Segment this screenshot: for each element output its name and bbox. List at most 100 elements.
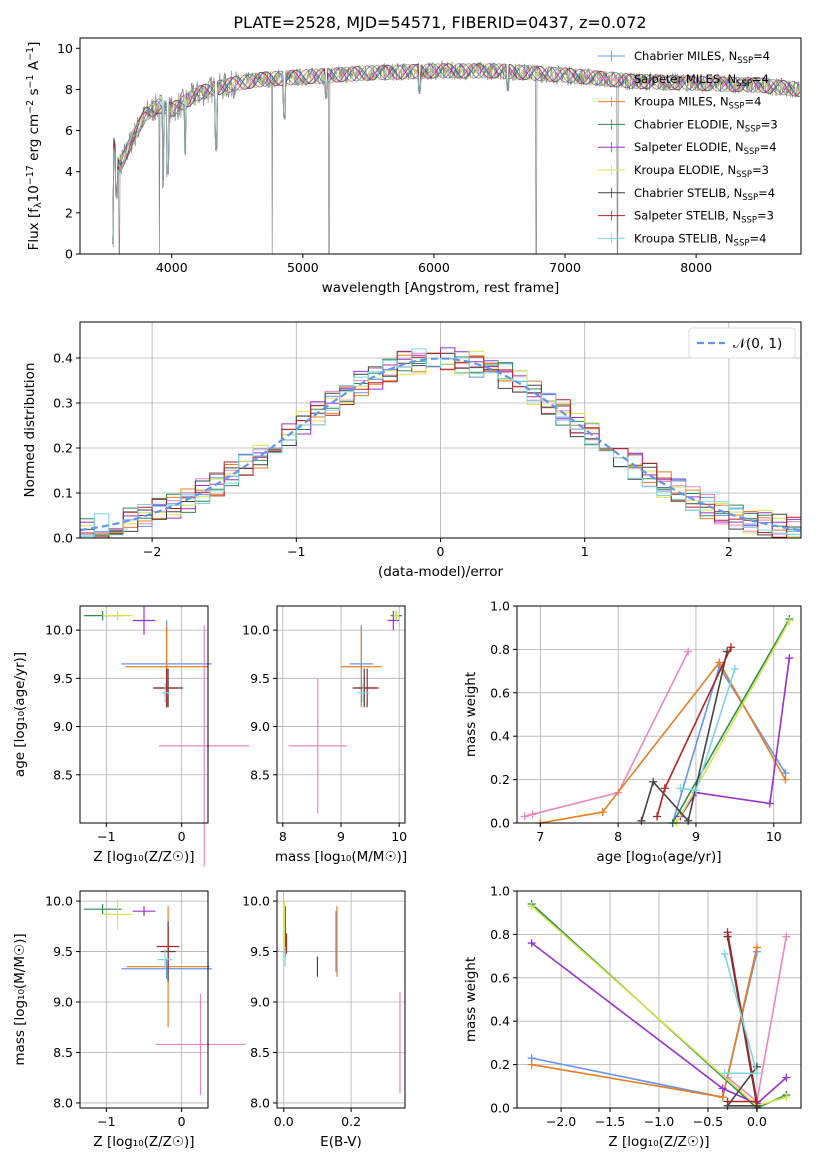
axes-frame — [79, 37, 802, 255]
y-tick-label: 0.8 — [490, 642, 510, 657]
y-label-part: −2 — [25, 100, 36, 114]
legend-subscript: SSP — [729, 102, 745, 112]
legend-nssp: =3 — [752, 163, 769, 177]
legend-entry-3: Chabrier ELODIE, NSSP=3 — [634, 117, 778, 134]
x-tick-label: 0.0 — [274, 1114, 294, 1129]
legend-nssp: =4 — [744, 95, 761, 109]
legend-entry-7: Salpeter STELIB, NSSP=3 — [634, 209, 774, 226]
axes-age-vs-mass: 8 9 10 8.5 9.0 9.5 10.0 mass [log₁₀(M/M☉)] — [242, 605, 407, 865]
axes-frame — [79, 890, 209, 1109]
point-marker-6 — [649, 777, 658, 786]
legend-entry-5: Kroupa ELODIE, NSSP=3 — [634, 163, 769, 180]
y-label-part: −17 — [25, 165, 36, 185]
y-tick-label: 0.3 — [53, 396, 73, 411]
point-marker-4 — [785, 654, 794, 663]
legend-nssp: =4 — [760, 140, 777, 154]
point-marker-1 — [520, 812, 529, 821]
x-tick-label: 10 — [766, 829, 782, 844]
x-tick-label: 8000 — [680, 260, 712, 275]
legend-label: 𝒩(0, 1) — [733, 336, 782, 352]
point-marker-2 — [781, 775, 790, 784]
x-tick-label: −1 — [287, 544, 305, 559]
point-marker-7 — [653, 812, 662, 821]
x-tick-label: −1.5 — [595, 1114, 625, 1129]
legend-subscript: SSP — [736, 79, 752, 89]
axes-frame — [516, 605, 802, 824]
y-tick-label: 0.6 — [490, 970, 510, 985]
y-tick-label: 9.5 — [250, 944, 270, 959]
legend-nssp: =4 — [752, 72, 769, 86]
point-marker-7 — [723, 928, 732, 937]
x-tick-label: 0.2 — [341, 1114, 361, 1129]
point-marker-4 — [527, 939, 536, 948]
model-fit-8 — [112, 63, 801, 244]
series-line-6 — [640, 651, 728, 823]
point-marker-8 — [752, 1069, 761, 1078]
y-tick-label: 8.5 — [53, 767, 73, 782]
point-marker-2 — [598, 808, 607, 817]
y-tick-label: 8.5 — [53, 1045, 73, 1060]
point-marker-6 — [637, 816, 646, 825]
axes-age-vs-Z: −1 0 8.5 9.0 9.5 10.0 Z [log₁₀(Z/Z☉)] age [log₁… — [12, 605, 250, 867]
legend-nssp: =4 — [758, 186, 775, 200]
point-marker-5 — [527, 902, 536, 911]
y-tick-label: 8 — [65, 82, 73, 97]
axes-residuals: 𝒩(0, 1) −2 −1 0 1 2 0.0 0.1 0.2 0.3 0.4 (data-model… — [22, 321, 802, 580]
y-tick-label: 9.0 — [53, 719, 73, 734]
point-marker-8 — [730, 664, 739, 673]
point-marker-1 — [782, 932, 791, 941]
y-label-part: Flux [f — [26, 207, 42, 251]
axes-mass-weight-vs-age: 7 8 9 10 0.0 0.2 0.4 0.6 0.8 1.0 age [log₁₀(age/yr… — [463, 599, 802, 865]
y-tick-label: 0.0 — [53, 531, 73, 546]
legend-subscript: SSP — [745, 124, 761, 134]
axes-frame — [276, 890, 406, 1109]
legend-nssp: =3 — [757, 209, 774, 223]
y-tick-label: 0.1 — [53, 486, 73, 501]
y-tick-label: 1.0 — [490, 599, 510, 614]
y-tick-label: 10.0 — [242, 894, 270, 909]
axes-mass-weight-vs-Z: −2.0 −1.5 −1.0 −0.5 0.0 0.0 0.2 0.4 0.6 0.8 1.0 Z [… — [463, 884, 802, 1150]
series-line-4 — [679, 657, 791, 817]
model-fit-0 — [112, 63, 800, 244]
point-marker-7 — [723, 1097, 732, 1106]
x-tick-label: −2.0 — [546, 1114, 576, 1129]
y-tick-label: 0.6 — [490, 685, 510, 700]
x-axis-label: (data-model)/error — [378, 564, 504, 580]
point-marker-5 — [785, 617, 794, 626]
y-tick-label: 9.0 — [250, 995, 270, 1010]
y-tick-label: 9.5 — [250, 671, 270, 686]
legend-box — [688, 327, 796, 359]
y-tick-label: 10 — [57, 41, 73, 56]
legend-entry-1: Salpeter MILES, NSSP=4 — [634, 72, 769, 89]
x-tick-label: 8 — [614, 829, 622, 844]
y-label-part: −1 — [25, 74, 36, 88]
series-line-5 — [675, 620, 790, 824]
point-marker-4 — [782, 1073, 791, 1082]
legend-entry-6: Chabrier STELIB, NSSP=4 — [634, 186, 775, 203]
y-tick-label: 0.4 — [53, 351, 73, 366]
x-tick-label: 7000 — [549, 260, 581, 275]
point-marker-7 — [660, 784, 669, 793]
point-marker-1 — [684, 647, 693, 656]
y-tick-label: 9.5 — [53, 671, 73, 686]
legend-entry-0: Chabrier MILES, NSSP=4 — [634, 49, 770, 66]
y-label-part: erg cm — [26, 114, 42, 165]
series-line-2 — [531, 947, 758, 1099]
y-tick-label: 0.2 — [490, 772, 510, 787]
point-marker-1 — [528, 810, 537, 819]
y-label-part: ] — [26, 42, 42, 47]
axes-spectrum: 4000 5000 6000 7000 8000 0 2 4 6 8 10 wavelength [A… — [25, 37, 802, 296]
y-tick-label: 4 — [65, 164, 73, 179]
x-tick-label: 5000 — [287, 260, 319, 275]
y-tick-label: 0 — [65, 247, 73, 262]
legend-nssp: =3 — [761, 117, 778, 131]
x-axis-label: Z [log₁₀(Z/Z☉)] — [93, 1134, 194, 1150]
point-marker-2 — [527, 1060, 536, 1069]
series-line-3 — [671, 618, 790, 824]
x-tick-label: 8 — [279, 829, 287, 844]
y-label-part: s — [26, 88, 42, 99]
y-tick-label: 0.0 — [490, 1101, 510, 1116]
y-tick-label: 0.0 — [490, 816, 510, 831]
point-marker-2 — [715, 658, 724, 667]
